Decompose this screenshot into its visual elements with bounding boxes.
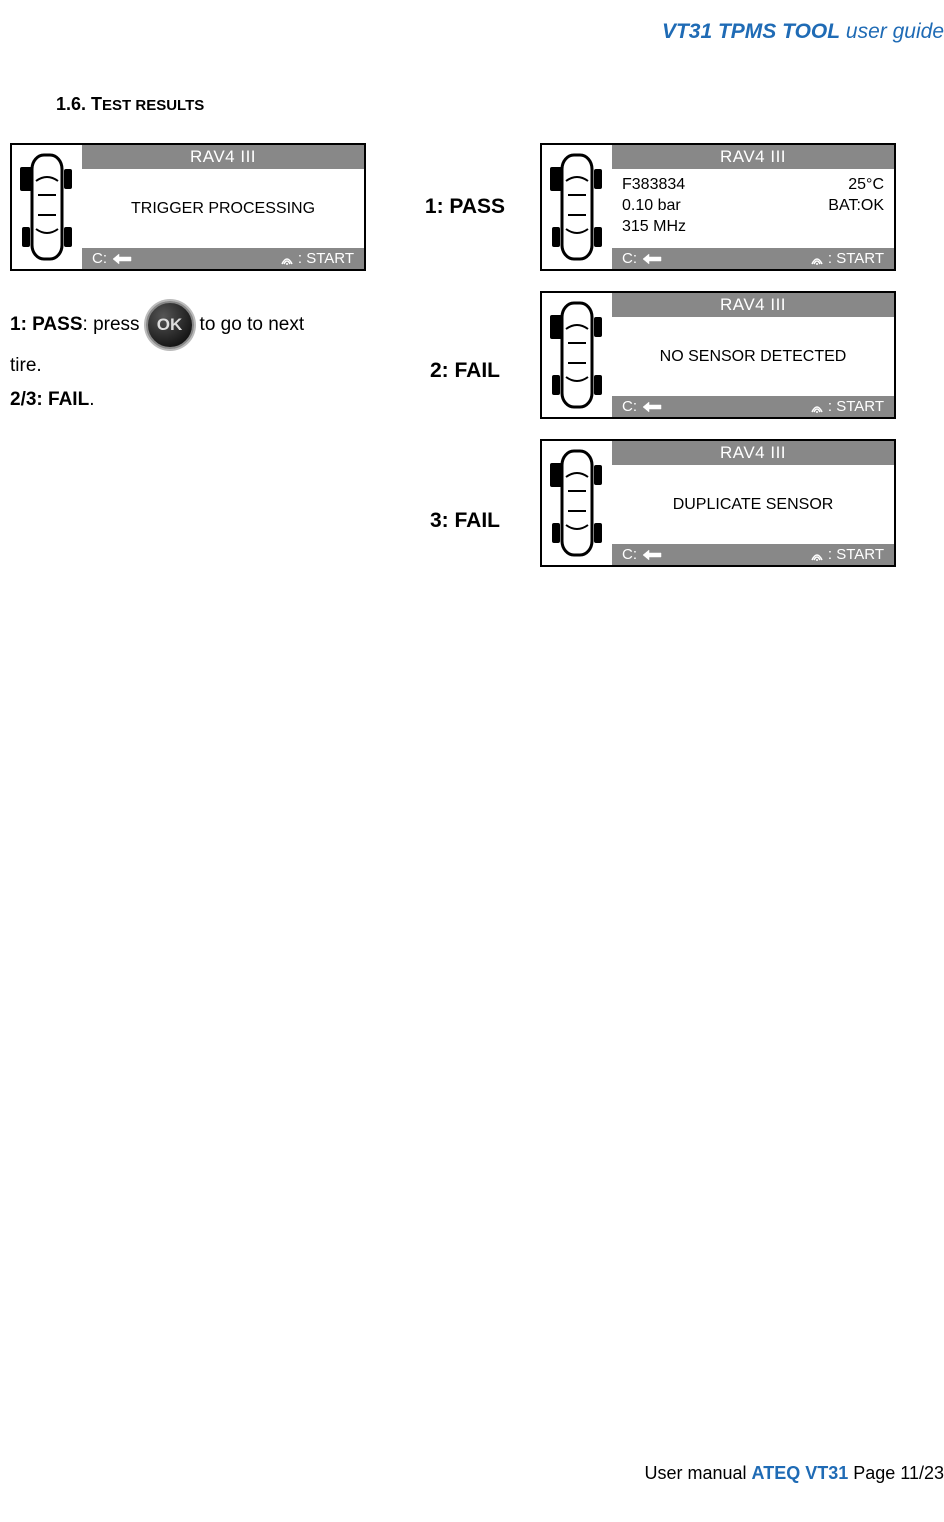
content-grid: RAV4 III TRIGGER PROCESSING C: : START 1… [0, 143, 944, 567]
battery: BAT:OK [828, 196, 884, 217]
start-hint: : START [810, 398, 884, 415]
back-icon [641, 253, 663, 265]
left-column: RAV4 III TRIGGER PROCESSING C: : START 1… [10, 143, 390, 417]
label-pass: 1: PASS [390, 195, 540, 219]
temperature: 25°C [828, 175, 884, 196]
screen-duplicate: RAV4 III DUPLICATE SENSOR C: : START [540, 439, 896, 567]
screen-processing: RAV4 III TRIGGER PROCESSING C: : START [10, 143, 366, 271]
page-header: VT31 TPMS TOOL user guide [0, 20, 944, 44]
signal-icon [810, 252, 824, 266]
section-number: 1.6. [56, 94, 86, 114]
screen-status: C: : START [612, 544, 894, 565]
screen-content: RAV4 III F383834 0.10 bar 315 MHz 25°C B… [612, 145, 894, 269]
instruction-line-2: tire. [10, 349, 390, 383]
section-title-rest: EST RESULTS [102, 97, 204, 114]
car-diagram [12, 145, 82, 269]
c-button-hint: C: [92, 250, 133, 267]
signal-icon [810, 548, 824, 562]
screen-body: DUPLICATE SENSOR [612, 465, 894, 544]
sensor-data-right: 25°C BAT:OK [828, 175, 884, 217]
doc-type: user guide [840, 20, 944, 43]
car-icon [18, 149, 76, 265]
back-icon [111, 253, 133, 265]
right-column: RAV4 III F383834 0.10 bar 315 MHz 25°C B… [540, 143, 896, 567]
screen-title: RAV4 III [612, 145, 894, 169]
instructions: 1: PASS: press OK to go to next tire. 2/… [10, 301, 390, 417]
page-footer: User manual ATEQ VT31 Page 11/23 [645, 1463, 944, 1484]
frequency: 315 MHz [622, 217, 686, 238]
instruction-line-1: 1: PASS: press OK to go to next [10, 301, 390, 349]
screen-title: RAV4 III [612, 293, 894, 317]
back-icon [641, 401, 663, 413]
screen-body: NO SENSOR DETECTED [612, 317, 894, 396]
instruction-line-3: 2/3: FAIL. [10, 383, 390, 417]
car-icon [548, 297, 606, 413]
screen-content: RAV4 III DUPLICATE SENSOR C: : START [612, 441, 894, 565]
section-title-first-letter: T [91, 94, 102, 114]
label-fail2: 2: FAIL [390, 359, 540, 383]
screen-body: F383834 0.10 bar 315 MHz 25°C BAT:OK [612, 169, 894, 248]
car-icon [548, 149, 606, 265]
screen-status: C: : START [82, 248, 364, 269]
screen-nosensor: RAV4 III NO SENSOR DETECTED C: : START [540, 291, 896, 419]
screen-content: RAV4 III NO SENSOR DETECTED C: : START [612, 293, 894, 417]
ok-button-graphic: OK [146, 301, 194, 349]
screen-pass: RAV4 III F383834 0.10 bar 315 MHz 25°C B… [540, 143, 896, 271]
c-button-hint: C: [622, 250, 663, 267]
screen-body: TRIGGER PROCESSING [82, 169, 364, 248]
sensor-id: F383834 [622, 175, 686, 196]
car-diagram [542, 293, 612, 417]
start-hint: : START [280, 250, 354, 267]
middle-column: 1: PASS 2: FAIL 3: FAIL [390, 143, 540, 533]
car-diagram [542, 441, 612, 565]
screen-status: C: : START [612, 396, 894, 417]
screen-status: C: : START [612, 248, 894, 269]
back-icon [641, 549, 663, 561]
c-button-hint: C: [622, 546, 663, 563]
c-button-hint: C: [622, 398, 663, 415]
screen-content: RAV4 III TRIGGER PROCESSING C: : START [82, 145, 364, 269]
label-fail3: 3: FAIL [390, 509, 540, 533]
car-icon [548, 445, 606, 561]
pressure: 0.10 bar [622, 196, 686, 217]
screen-title: RAV4 III [612, 441, 894, 465]
signal-icon [810, 400, 824, 414]
car-diagram [542, 145, 612, 269]
signal-icon [280, 252, 294, 266]
start-hint: : START [810, 250, 884, 267]
footer-product: ATEQ VT31 [752, 1463, 849, 1483]
section-heading: 1.6. TEST RESULTS [0, 94, 944, 115]
start-hint: : START [810, 546, 884, 563]
footer-page: Page 11/23 [848, 1463, 944, 1483]
product-name: VT31 TPMS TOOL [662, 20, 840, 43]
sensor-data-left: F383834 0.10 bar 315 MHz [622, 175, 686, 237]
screen-title: RAV4 III [82, 145, 364, 169]
